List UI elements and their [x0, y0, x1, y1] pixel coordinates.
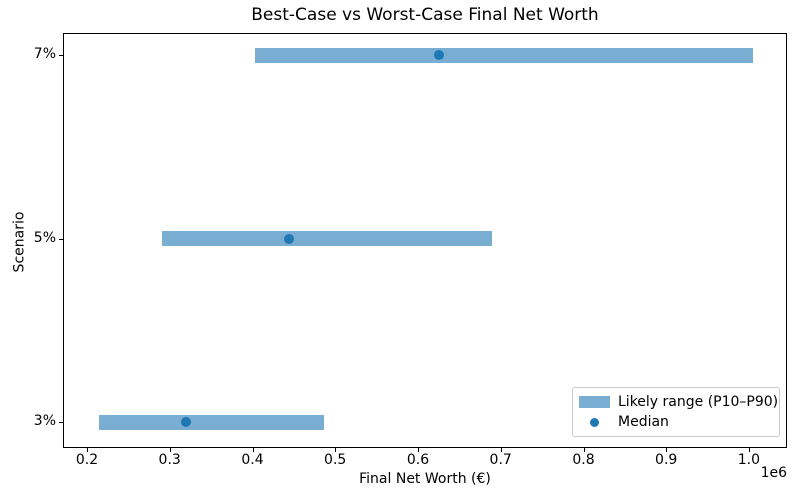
x-tick-mark: [583, 448, 585, 452]
x-tick-label: 0.5: [324, 452, 347, 468]
median-dot-icon: [579, 417, 610, 427]
x-tick-mark: [169, 448, 171, 452]
x-tick-label: 0.3: [158, 452, 181, 468]
median-dot: [283, 233, 294, 244]
x-tick-mark: [748, 448, 750, 452]
x-axis-label: Final Net Worth (€): [359, 471, 491, 487]
x-tick-mark: [418, 448, 419, 452]
x-tick-label: 1.0: [737, 452, 761, 468]
x-tick-mark: [335, 448, 337, 452]
median-dot: [433, 50, 444, 60]
range-bar: [99, 414, 324, 430]
range-bar: [255, 47, 754, 63]
y-tick-label: 3%: [33, 413, 56, 429]
y-tick-label: 5%: [33, 229, 56, 246]
x-tick-mark: [252, 448, 254, 452]
median-dot: [181, 417, 192, 427]
legend-label-median: Median: [618, 414, 669, 430]
x-tick-label: 0.7: [489, 452, 512, 468]
x-tick-label: 0.6: [406, 452, 430, 468]
legend-item-range: Likely range (P10–P90): [579, 392, 778, 412]
y-tick-mark: [59, 422, 63, 423]
median-dot-glyph: [590, 417, 599, 427]
legend-label-range: Likely range (P10–P90): [618, 394, 779, 410]
legend: Likely range (P10–P90) Median: [572, 387, 780, 437]
x-tick-mark: [500, 448, 502, 452]
range-bar: [162, 231, 492, 246]
x-tick-label: 0.8: [572, 452, 595, 468]
y-tick-mark: [59, 55, 63, 56]
x-tick-label: 0.2: [75, 452, 99, 468]
chart-title: Best-Case vs Worst-Case Final Net Worth: [251, 5, 599, 25]
x-tick-label: 0.9: [655, 452, 678, 468]
x-tick-mark: [87, 448, 88, 452]
range-patch-icon: [579, 396, 610, 408]
legend-item-median: Median: [579, 412, 773, 432]
x-tick-mark: [666, 448, 668, 452]
y-tick-mark: [59, 238, 63, 240]
x-tick-label: 0.4: [241, 452, 264, 468]
y-axis-label: Scenario: [11, 211, 28, 273]
x-axis-offset-label: 1e6: [760, 465, 787, 481]
y-tick-label: 7%: [33, 46, 56, 62]
